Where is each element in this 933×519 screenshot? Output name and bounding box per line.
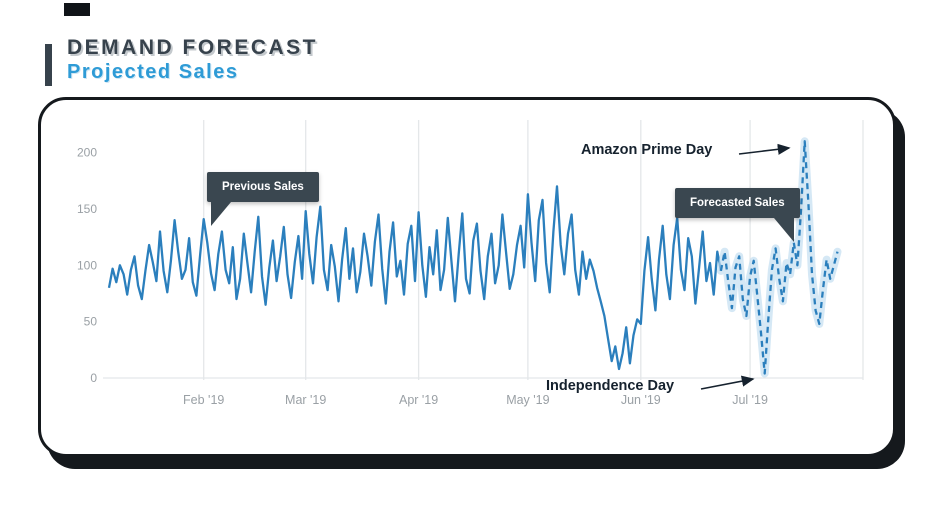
y-tick-label: 50 <box>84 315 98 329</box>
x-tick-label: Jun '19 <box>621 393 661 407</box>
page-title: DEMAND FORECAST <box>67 36 318 59</box>
y-tick-label: 0 <box>90 371 97 385</box>
sales-line-chart: 0 50 100 150 200 Feb '19 Mar '19 Apr '19 May '19… <box>77 120 864 407</box>
chart-card-inner: 0 50 100 150 200 Feb '19 Mar '19 Apr '19 May '19… <box>41 100 893 454</box>
x-tick-label: Apr '19 <box>399 393 438 407</box>
forecasted-sales-tooltip-pointer <box>773 218 794 242</box>
y-tick-label: 150 <box>77 202 97 216</box>
y-tick-label: 100 <box>77 258 97 272</box>
previous-sales-tooltip: Previous Sales <box>207 172 319 226</box>
forecasted-sales-line <box>719 140 839 375</box>
forecasted-sales-tooltip-label: Forecasted Sales <box>690 197 785 209</box>
page-subtitle: Projected Sales <box>67 61 239 83</box>
previous-sales-tooltip-pointer <box>211 202 231 226</box>
independence-day-annotation: Independence Day <box>546 378 675 394</box>
y-tick-label: 200 <box>77 146 97 160</box>
chart-card: 0 50 100 150 200 Feb '19 Mar '19 Apr '19 May '19… <box>38 97 896 457</box>
prime-day-annotation: Amazon Prime Day <box>581 142 713 158</box>
top-edge-decoration <box>64 3 90 16</box>
x-tick-label: Feb '19 <box>183 393 224 407</box>
x-tick-label: Jul '19 <box>732 393 768 407</box>
forecasted-sales-tooltip: Forecasted Sales <box>675 188 800 242</box>
previous-sales-line <box>107 185 723 371</box>
previous-sales-tooltip-label: Previous Sales <box>222 181 304 193</box>
x-tick-label: Mar '19 <box>285 393 326 407</box>
title-accent-bar <box>45 44 52 86</box>
x-tick-label: May '19 <box>506 393 549 407</box>
